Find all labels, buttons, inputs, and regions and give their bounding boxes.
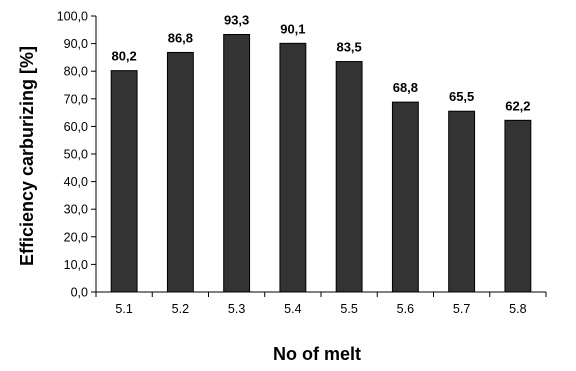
- data-label: 68,8: [393, 80, 418, 95]
- bar-5.1: [110, 70, 138, 293]
- y-tick-label: 40,0: [64, 175, 88, 189]
- x-tick-label: 5.6: [397, 302, 414, 316]
- y-tick-label: 0,0: [71, 286, 88, 300]
- bar-5.6: [391, 101, 419, 293]
- data-label: 90,1: [280, 21, 305, 36]
- y-tick-label: 80,0: [64, 65, 88, 79]
- x-tick-label: 5.3: [228, 302, 245, 316]
- bar-5.3: [223, 33, 251, 293]
- y-axis-title: Efficiency carburizing [%]: [17, 46, 37, 266]
- x-tick-label: 5.5: [340, 302, 357, 316]
- bar-5.4: [279, 42, 307, 293]
- data-label: 62,2: [505, 98, 530, 113]
- bar-5.5: [335, 61, 363, 293]
- x-tick-label: 5.1: [115, 302, 132, 316]
- x-tick-label: 5.7: [453, 302, 470, 316]
- bar-5.8: [504, 119, 532, 293]
- x-tick-label: 5.2: [172, 302, 189, 316]
- y-tick-label: 60,0: [64, 120, 88, 134]
- plot-area: 0,0 10,0 20,0 30,0 40,0 50,0 60,0 70,0 80,0 90,0 1…: [57, 10, 547, 316]
- bar-5.7: [448, 110, 476, 293]
- x-axis-title: No of melt: [273, 344, 361, 364]
- x-tick-label: 5.8: [509, 302, 526, 316]
- y-tick-label: 10,0: [64, 258, 88, 272]
- y-tick-label: 100,0: [57, 10, 88, 24]
- y-tick-label: 20,0: [64, 230, 88, 244]
- y-tick-label: 50,0: [64, 148, 88, 162]
- data-label: 83,5: [336, 40, 361, 55]
- bar-5.2: [166, 51, 194, 293]
- x-tick-label: 5.4: [284, 302, 301, 316]
- data-label: 65,5: [449, 89, 474, 104]
- data-label: 80,2: [111, 49, 136, 64]
- y-tick-label: 30,0: [64, 203, 88, 217]
- y-tick-label: 70,0: [64, 92, 88, 106]
- y-tick-label: 90,0: [64, 37, 88, 51]
- data-label: 86,8: [168, 30, 193, 45]
- data-label: 93,3: [224, 12, 249, 27]
